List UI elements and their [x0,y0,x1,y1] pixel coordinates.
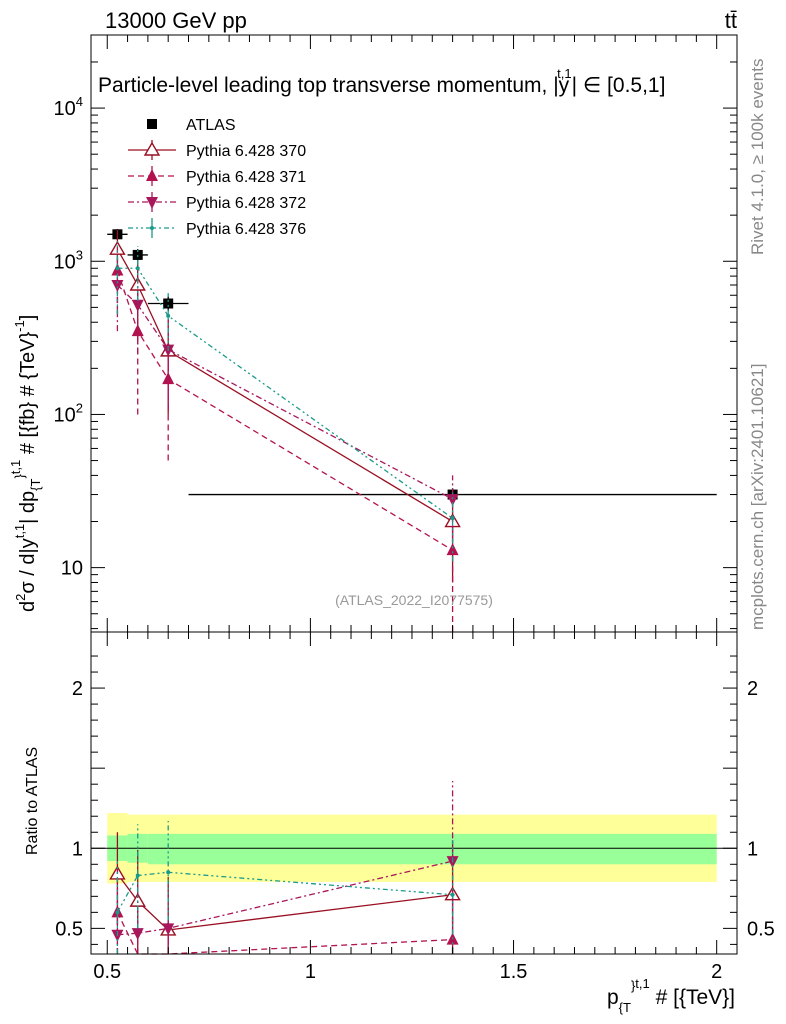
main-title-y: y [559,74,570,97]
main-y-axis-label: d2σ / d|yt,1| dp{T}t,1 # [{fb} # {TeV}-1… [8,315,43,612]
main-point-p371 [446,543,459,556]
main-y-tick-label: 104 [54,94,83,120]
ratio-ticks: 0.5 1 1.5 2 0.5 0.5 1 1 2 2 [55,632,775,983]
main-point-p376 [166,313,171,318]
ratio-y-tick-label: 1 [72,838,83,860]
main-point-p370 [129,276,146,291]
ylabel-sup-c: } [12,474,27,479]
ratio-line-p372 [117,860,453,936]
legend-marker-atlas [147,119,157,129]
ratio-point-p372 [162,923,175,936]
ratio-point-p376 [115,910,120,915]
main-point-p372 [111,279,124,292]
ylabel-sup-c2: t,1 [8,460,23,474]
ratio-x-tick-label: 0.5 [93,961,121,983]
legend-label-p376: Pythia 6.428 376 [186,221,306,238]
rivet-label: Rivet 4.1.0, ≥ 100k events [748,59,767,255]
ratio-frame [90,631,738,955]
ratio-x-tick-label: 1.5 [500,961,528,983]
main-line-p372 [116,284,453,500]
ratio-y-tick-label: 0.5 [55,918,83,940]
ratio-point-p376 [450,892,455,897]
main-point-p372 [446,494,459,507]
ylabel-part-e: ] [17,315,39,321]
ylabel-sup-d: -1 [12,320,27,332]
main-title: Particle-level leading top transverse mo… [98,66,665,97]
ratio-x-tick-label: 1 [305,961,316,983]
main-series-p376 [115,241,455,562]
main-y-tick-label: 10 [61,558,83,580]
main-line-p371 [116,270,453,551]
ratio-y-tick-label-right: 0.5 [747,918,775,940]
main-y-tick-exp: 3 [76,247,83,262]
ratio-y-tick-label-right: 1 [747,838,758,860]
xlabel-part-b: # [{TeV}] [650,986,735,1009]
ylabel-sup-b: t,1 [12,524,27,538]
energy-label: 13000 GeV pp [105,8,247,33]
xlabel-sup-a2: t,1 [635,976,649,991]
ylabel-sup-a: 2 [13,594,28,601]
main-y-tick-label: 102 [54,400,83,426]
xlabel-sup-a: } [631,978,636,993]
ylabel-part-b: σ / d|y [17,538,39,593]
ratio-y-axis-label: Ratio to ATLAS [24,747,41,855]
legend-label-p370: Pythia 6.428 370 [186,143,306,160]
ratio-line-p376 [116,871,453,913]
main-title-sup: t,1 [557,66,571,81]
xlabel-sub-a: {T [619,1000,631,1015]
ratio-line-p370 [116,873,453,931]
ylabel-part-c: | dp [17,491,39,524]
legend-label-p372: Pythia 6.428 372 [186,195,306,212]
main-series-p370 [109,230,461,583]
legend-label-atlas: ATLAS [186,117,236,134]
ratio-panel: 0.5 1 1.5 2 0.5 0.5 1 1 2 2 Ratio to ATLAS p{T}t,… [24,631,775,1015]
xlabel-part-a: p [607,986,619,1009]
ratio-point-p376 [135,873,140,878]
main-title-tail: | ∈ [0.5,1] [572,74,666,97]
main-title-text: Particle-level leading top transverse mo… [98,74,559,97]
legend-label-p371: Pythia 6.428 371 [186,169,306,186]
main-point-p376 [115,266,120,271]
main-series-group [107,229,717,632]
main-y-tick-base: 10 [54,251,76,273]
legend-marker-p370 [143,141,161,156]
ratio-point-p376 [166,870,171,875]
legend-marker-p371 [146,169,158,181]
main-point-atlas [132,249,143,260]
legend: ATLAS Pythia 6.428 370 Pythia 6.428 371 Pyt… [128,117,306,238]
ratio-y-tick-label: 2 [72,678,83,700]
ylabel-sub-c: {T [28,478,43,490]
main-y-tick-exp: 4 [76,94,83,109]
legend-marker-p372 [146,197,158,209]
ratio-series-group [109,780,461,955]
ratio-y-tick-label-right: 2 [747,678,758,700]
main-line-p370 [116,248,453,523]
analysis-watermark: (ATLAS_2022_I2077575) [335,592,493,608]
main-y-tick-exp: 2 [76,400,83,415]
main-y-tick-base: 10 [54,98,76,120]
main-y-tick-label: 103 [54,247,83,273]
ratio-point-p372 [131,928,144,941]
source-label: mcplots.cern.ch [arXiv:2401.10621] [748,364,767,630]
process-label: tt̄ [725,8,737,33]
main-point-p376 [135,266,140,271]
legend-marker-p376 [150,226,154,230]
ratio-x-tick-label: 2 [711,961,722,983]
main-y-tick-base: 10 [54,404,76,426]
main-point-atlas [163,298,174,309]
ylabel-part-d: # [{fb} # {TeV} [17,332,39,460]
x-axis-label: p{T}t,1 # [{TeV}] [607,976,735,1015]
main-point-p376 [450,516,455,521]
ylabel-part-a: d [17,601,39,612]
main-point-p372 [131,299,144,312]
ratio-series-p376 [115,821,455,954]
